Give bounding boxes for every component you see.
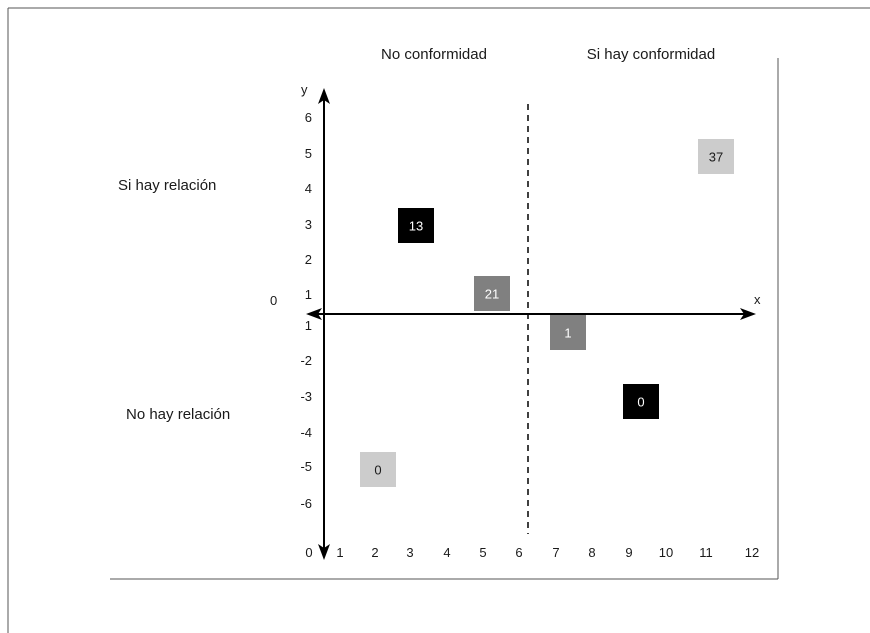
y-tick-label: 3 (305, 217, 312, 232)
header-no-conformidad: No conformidad (381, 46, 487, 63)
x-axis-label: x (754, 292, 761, 307)
value-box-label: 21 (485, 287, 499, 302)
x-tick-label: 0 (305, 545, 312, 560)
x-tick-label: 3 (406, 545, 413, 560)
value-box-black (623, 384, 659, 419)
y-tick-label: -4 (300, 425, 312, 440)
y-tick-label: -6 (300, 496, 312, 511)
value-box-dark-gray (550, 315, 586, 350)
x-tick-label: 7 (552, 545, 559, 560)
y-tick-label: -2 (300, 353, 312, 368)
row-label-no-relacion: No hay relación (126, 406, 230, 423)
y-tick-label: 5 (305, 146, 312, 161)
x-tick-label: 8 (588, 545, 595, 560)
origin-label: 0 (270, 293, 277, 308)
value-box-label: 13 (409, 219, 423, 234)
x-tick-label: 4 (443, 545, 450, 560)
x-axis-arrow-left (306, 308, 322, 320)
y-tick-labels: 6 5 4 3 2 1 1 -2 -3 -4 -5 -6 (300, 110, 312, 511)
value-box-label: 0 (374, 463, 381, 478)
x-axis-arrow-right (740, 308, 756, 320)
value-box-label: 0 (637, 395, 644, 410)
y-tick-label: -5 (300, 459, 312, 474)
x-tick-label: 2 (371, 545, 378, 560)
row-label-si-relacion: Si hay relación (118, 177, 216, 194)
x-tick-label: 11 (699, 545, 713, 560)
y-tick-label: -3 (300, 389, 312, 404)
y-tick-label: 2 (305, 252, 312, 267)
x-tick-label: 6 (515, 545, 522, 560)
y-tick-label: 4 (305, 181, 312, 196)
x-tick-label: 12 (745, 545, 759, 560)
y-tick-label: 6 (305, 110, 312, 125)
y-axis-label: y (301, 82, 308, 97)
value-boxes: 13 21 37 1 0 0 (360, 139, 734, 487)
value-box-label: 37 (709, 150, 723, 165)
value-box-light-gray (360, 452, 396, 487)
header-si-conformidad: Si hay conformidad (587, 46, 715, 63)
y-axis-arrow-up (318, 88, 330, 104)
y-axis-arrow-down (318, 544, 330, 560)
x-tick-label: 1 (336, 545, 343, 560)
value-box-black (398, 208, 434, 243)
value-box-light-gray (698, 139, 734, 174)
x-tick-label: 5 (479, 545, 486, 560)
value-box-label: 1 (564, 326, 571, 341)
y-tick-label: 1 (305, 287, 312, 302)
value-box-dark-gray (474, 276, 510, 311)
x-tick-label: 10 (659, 545, 673, 560)
y-tick-label: 1 (305, 318, 312, 333)
x-tick-labels: 0 1 2 3 4 5 6 7 8 9 10 11 12 (305, 545, 759, 560)
x-tick-label: 9 (625, 545, 632, 560)
